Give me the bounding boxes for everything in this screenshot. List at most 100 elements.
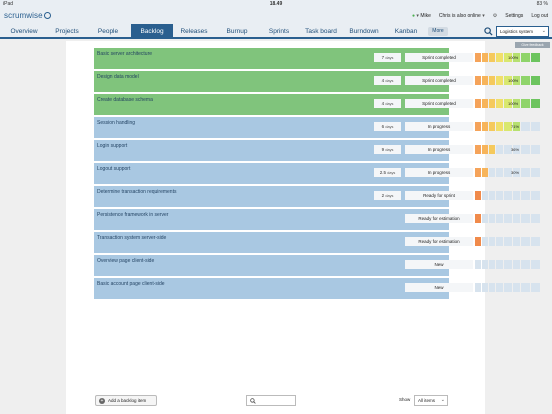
backlog-item[interactable]: Basic account page client-side New bbox=[94, 278, 540, 299]
progress-bar bbox=[475, 214, 541, 223]
progress-segment bbox=[482, 99, 489, 108]
estimate-field[interactable]: 2 days bbox=[374, 191, 401, 200]
chevron-down-icon: ⌄ bbox=[440, 397, 445, 403]
progress-segment bbox=[489, 76, 496, 85]
tab-burnup[interactable]: Burnup bbox=[226, 28, 248, 35]
progress-segment bbox=[475, 168, 482, 177]
backlog-item-title: Session handling bbox=[97, 120, 136, 126]
backlog-item[interactable]: Logout support 2.5 days In progress 30% bbox=[94, 163, 540, 184]
brand-logo[interactable]: scrumwise bbox=[4, 11, 51, 20]
estimate-field[interactable]: 4 days bbox=[374, 76, 401, 85]
more-button[interactable]: More bbox=[428, 27, 448, 36]
progress-segment bbox=[475, 145, 482, 154]
progress-segment bbox=[489, 53, 496, 62]
status-select[interactable]: New bbox=[405, 283, 473, 292]
backlog-item[interactable]: Overview page client-side New bbox=[94, 255, 540, 276]
backlog-item-title: Login support bbox=[97, 143, 128, 149]
progress-segment bbox=[475, 283, 482, 292]
status-select[interactable]: Ready for estimation bbox=[405, 237, 473, 246]
progress-segment bbox=[503, 76, 512, 85]
tab-task-board[interactable]: Task board bbox=[305, 28, 337, 35]
backlog-item[interactable]: Determine transaction requirements 2 days… bbox=[94, 186, 540, 207]
tab-backlog[interactable]: Backlog bbox=[131, 24, 173, 39]
status-select[interactable]: In progress bbox=[405, 122, 473, 131]
tab-projects[interactable]: Projects bbox=[55, 28, 79, 35]
status-select[interactable]: New bbox=[405, 260, 473, 269]
progress-segment bbox=[482, 168, 489, 177]
progress-segment bbox=[521, 122, 531, 131]
progress-segment bbox=[503, 260, 512, 269]
estimate-value: 2 bbox=[381, 193, 385, 198]
backlog-item[interactable]: Transaction system server-side Ready for … bbox=[94, 232, 540, 253]
status-select[interactable]: In progress bbox=[405, 168, 473, 177]
backlog-item[interactable]: Session handling 6 days In progress 71% bbox=[94, 117, 540, 138]
progress-segment bbox=[521, 145, 531, 154]
estimate-field[interactable]: 6 days bbox=[374, 122, 401, 131]
progress-segment bbox=[482, 53, 489, 62]
backlog-search-input[interactable] bbox=[246, 395, 296, 406]
logout-link[interactable]: Log out bbox=[531, 13, 548, 19]
progress-segment bbox=[512, 237, 521, 246]
tab-sprints[interactable]: Sprints bbox=[268, 28, 290, 35]
backlog-item-title: Overview page client-side bbox=[97, 258, 155, 264]
tab-burndown[interactable]: Burndown bbox=[349, 28, 379, 35]
progress-segment bbox=[475, 122, 482, 131]
progress-segment bbox=[496, 122, 503, 131]
status-select[interactable]: Ready for estimation bbox=[405, 214, 473, 223]
status-select[interactable]: Sprint completed bbox=[405, 76, 473, 85]
progress-segment bbox=[496, 99, 503, 108]
user-menu[interactable]: ● ▾ Mike bbox=[412, 13, 431, 19]
estimate-unit: days bbox=[385, 102, 394, 106]
progress-segment bbox=[482, 260, 489, 269]
sync-icon[interactable]: ⚙ bbox=[492, 13, 498, 19]
backlog-item[interactable]: Persistence framework in server Ready for… bbox=[94, 209, 540, 230]
status-select[interactable]: Sprint completed bbox=[405, 53, 473, 62]
progress-segment bbox=[531, 122, 540, 131]
progress-bar bbox=[475, 237, 541, 246]
tab-releases[interactable]: Releases bbox=[180, 28, 208, 35]
online-users[interactable]: Chris is also online ▾ bbox=[438, 13, 485, 19]
progress-bar bbox=[475, 260, 541, 269]
backlog-item-title: Determine transaction requirements bbox=[97, 189, 177, 195]
progress-segment bbox=[503, 214, 512, 223]
search-icon bbox=[250, 398, 256, 404]
progress-segment bbox=[503, 283, 512, 292]
progress-segment bbox=[531, 53, 540, 62]
estimate-field[interactable]: 9 days bbox=[374, 145, 401, 154]
backlog-item-title: Logout support bbox=[97, 166, 131, 172]
backlog-item-title: Design data model bbox=[97, 74, 139, 80]
progress-segment bbox=[512, 99, 521, 108]
status-select[interactable]: Sprint completed bbox=[405, 99, 473, 108]
progress-segment bbox=[489, 214, 496, 223]
estimate-field[interactable]: 4 days bbox=[374, 99, 401, 108]
backlog-item[interactable]: Design data model 4 days Sprint completed 1… bbox=[94, 71, 540, 92]
estimate-value: 9 bbox=[381, 147, 385, 152]
backlog-item-title: Transaction system server-side bbox=[97, 235, 167, 241]
tab-overview[interactable]: Overview bbox=[10, 28, 38, 35]
estimate-field[interactable]: 2.5 days bbox=[374, 168, 401, 177]
settings-link[interactable]: Settings bbox=[505, 13, 524, 19]
project-select[interactable]: Logistics system ⌄ bbox=[496, 26, 549, 37]
search-icon[interactable] bbox=[484, 27, 493, 36]
backlog-item-title: Create database schema bbox=[97, 97, 153, 103]
backlog-item[interactable]: Create database schema 4 days Sprint compl… bbox=[94, 94, 540, 115]
estimate-field[interactable]: 7 days bbox=[374, 53, 401, 62]
status-select[interactable]: Ready for sprint bbox=[405, 191, 473, 200]
progress-segment bbox=[512, 283, 521, 292]
tab-people[interactable]: People bbox=[97, 28, 119, 35]
backlog-item-title: Persistence framework in server bbox=[97, 212, 169, 218]
feedback-button[interactable]: Give feedback bbox=[515, 42, 550, 48]
progress-segment bbox=[512, 260, 521, 269]
progress-segment bbox=[496, 283, 503, 292]
add-backlog-item-button[interactable]: + Add a backlog item bbox=[95, 395, 157, 406]
backlog-item[interactable]: Basic server architecture 7 days Sprint co… bbox=[94, 48, 540, 69]
progress-segment bbox=[503, 99, 512, 108]
progress-segment bbox=[503, 145, 512, 154]
status-select[interactable]: In progress bbox=[405, 145, 473, 154]
progress-segment bbox=[475, 237, 482, 246]
backlog-item[interactable]: Login support 9 days In progress 36% bbox=[94, 140, 540, 161]
progress-segment bbox=[512, 168, 521, 177]
show-filter-select[interactable]: All items ⌄ bbox=[414, 395, 448, 406]
show-label: Show bbox=[399, 397, 411, 402]
tab-kanban[interactable]: Kanban bbox=[394, 28, 418, 35]
